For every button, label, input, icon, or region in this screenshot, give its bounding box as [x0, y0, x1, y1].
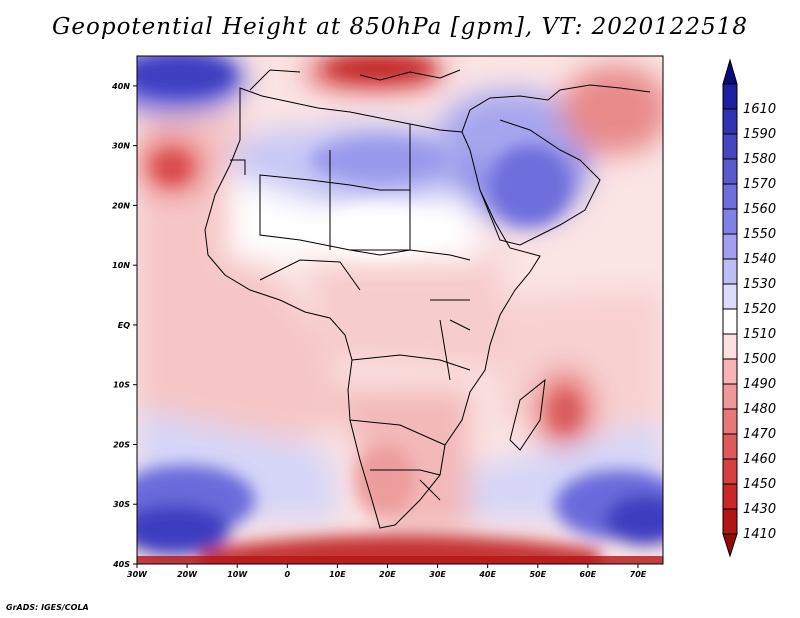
colorbar-swatch [722, 433, 738, 460]
lat-tick-label: EQ [118, 321, 130, 330]
lon-tick-label: 20E [379, 570, 396, 579]
lon-tick-label: 30E [429, 570, 446, 579]
lon-tick-label: 40E [478, 570, 496, 579]
lat-tick-label: 30N [112, 142, 130, 151]
colorbar-label: 1460 [743, 452, 776, 467]
colorbar-swatch [722, 358, 738, 385]
colorbar-swatch [722, 333, 738, 360]
colorbar-label: 1560 [743, 202, 776, 217]
lon-tick-label: 50E [529, 570, 546, 579]
colorbar-swatch [722, 383, 738, 410]
colorbar-label: 1540 [743, 252, 776, 267]
colorbar-label: 1530 [743, 277, 776, 292]
colorbar-label: 1490 [743, 377, 776, 392]
lat-tick-label: 40S [112, 560, 130, 569]
longitude-axis: 30W 20W 10W 0 10E 20E 30E 40E 50E 60E 70E [127, 564, 647, 579]
colorbar-bottom-triangle [722, 533, 738, 558]
lat-tick-label: 20N [112, 201, 130, 210]
lat-tick-label: 10S [113, 381, 130, 390]
lon-tick-label: 10E [329, 570, 346, 579]
lat-tick-label: 30S [113, 500, 130, 509]
map-title: Geopotential Height at 850hPa [gpm], VT:… [52, 14, 748, 40]
colorbar-top-triangle [722, 58, 738, 85]
colorbar-label: 1550 [743, 227, 776, 242]
height-field [137, 56, 663, 564]
colorbar-swatch [722, 508, 738, 535]
colorbar-swatch [722, 308, 738, 335]
colorbar-swatch [722, 483, 738, 510]
colorbar-label: 1470 [743, 427, 776, 442]
colorbar-swatch [722, 183, 738, 210]
colorbar-label: 1510 [743, 327, 776, 342]
map-frame [136, 55, 664, 565]
colorbar-swatch [722, 408, 738, 435]
coastlines [204, 69, 651, 529]
colorbar-swatch [722, 108, 738, 135]
colorbar-swatch [722, 283, 738, 310]
colorbar-label: 1590 [743, 127, 776, 142]
colorbar-swatch [722, 258, 738, 285]
lat-tick-label: 20S [113, 440, 130, 449]
colorbar-swatch [722, 458, 738, 485]
latitude-axis: 40N 30N 20N 10N EQ 10S 20S 30S 40S [111, 82, 137, 569]
colorbar-label: 1500 [743, 352, 776, 367]
colorbar-label: 1430 [743, 502, 776, 517]
colorbar-label: 1570 [743, 177, 776, 192]
colorbar-label: 1520 [743, 302, 776, 317]
colorbar-swatch [722, 208, 738, 235]
colorbar-label: 1610 [743, 102, 776, 117]
colorbar-swatch [722, 233, 738, 260]
colorbar-label: 1580 [743, 152, 776, 167]
lat-tick-label: 10N [112, 261, 130, 270]
lon-tick-label: 20W [177, 570, 198, 579]
lon-tick-label: 60E [580, 570, 597, 579]
colorbar: 1610 1590 1580 1570 1560 1550 1540 1530 1520 1510… [722, 58, 776, 558]
colorbar-swatch [722, 158, 738, 185]
lon-tick-label: 0 [284, 570, 290, 579]
colorbar-label: 1410 [743, 527, 776, 542]
footer-credit: GrADS: IGES/COLA [6, 603, 89, 612]
lon-tick-label: 30W [127, 570, 148, 579]
colorbar-label: 1450 [743, 477, 776, 492]
colorbar-swatch [722, 133, 738, 160]
lat-tick-label: 40N [111, 82, 130, 91]
colorbar-swatch [722, 83, 738, 110]
colorbar-label: 1480 [743, 402, 776, 417]
lon-tick-label: 70E [630, 570, 647, 579]
lon-tick-label: 10W [227, 570, 248, 579]
